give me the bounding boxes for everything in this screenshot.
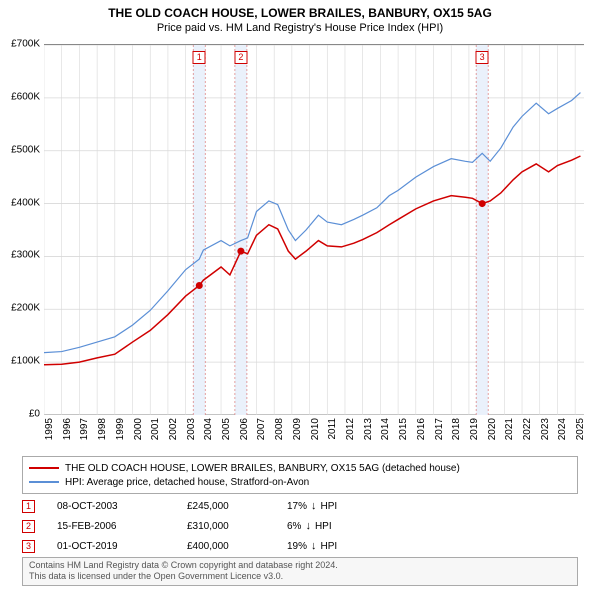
x-axis: 1995 1996 1997 1998 1999 2000 2001 2002 2003 2004…: [44, 416, 584, 456]
sale-diff: 17%↓HPI: [287, 500, 387, 512]
sale-date: 08-OCT-2003: [57, 501, 187, 512]
x-tick-label: 1996: [62, 418, 73, 440]
legend-item: HPI: Average price, detached house, Stra…: [29, 475, 571, 489]
x-tick-label: 1997: [79, 418, 90, 440]
chart-svg: [44, 45, 584, 415]
y-tick-label: £100K: [11, 356, 40, 367]
x-tick-label: 2023: [540, 418, 551, 440]
sale-marker-icon: 1: [22, 500, 35, 513]
sale-marker-2: 2: [234, 51, 247, 64]
sale-price: £245,000: [187, 501, 287, 512]
sale-price: £310,000: [187, 521, 287, 532]
sale-marker-icon: 2: [22, 520, 35, 533]
x-tick-label: 2004: [203, 418, 214, 440]
sale-row: 3 01-OCT-2019£400,00019%↓HPI: [22, 536, 578, 556]
sale-date: 15-FEB-2006: [57, 521, 187, 532]
sale-date: 01-OCT-2019: [57, 541, 187, 552]
x-tick-label: 2008: [274, 418, 285, 440]
legend-swatch: [29, 481, 59, 483]
x-tick-label: 2009: [292, 418, 303, 440]
x-tick-label: 2001: [150, 418, 161, 440]
y-tick-label: £600K: [11, 91, 40, 102]
x-tick-label: 2003: [186, 418, 197, 440]
legend: THE OLD COACH HOUSE, LOWER BRAILES, BANB…: [22, 456, 578, 494]
x-tick-label: 2025: [575, 418, 586, 440]
chart-subtitle: Price paid vs. HM Land Registry's House …: [0, 20, 600, 38]
sale-price: £400,000: [187, 541, 287, 552]
footer-note: Contains HM Land Registry data © Crown c…: [22, 557, 578, 586]
legend-label: THE OLD COACH HOUSE, LOWER BRAILES, BANB…: [65, 463, 460, 474]
legend-item: THE OLD COACH HOUSE, LOWER BRAILES, BANB…: [29, 461, 571, 475]
x-tick-label: 1999: [115, 418, 126, 440]
x-tick-label: 2012: [345, 418, 356, 440]
x-tick-label: 2017: [434, 418, 445, 440]
x-tick-label: 2013: [363, 418, 374, 440]
y-tick-label: £300K: [11, 250, 40, 261]
footer-line1: Contains HM Land Registry data © Crown c…: [29, 560, 571, 572]
x-tick-label: 2010: [310, 418, 321, 440]
x-tick-label: 2018: [451, 418, 462, 440]
x-tick-label: 2002: [168, 418, 179, 440]
chart-title: THE OLD COACH HOUSE, LOWER BRAILES, BANB…: [0, 0, 600, 20]
x-tick-label: 2000: [133, 418, 144, 440]
x-tick-label: 2005: [221, 418, 232, 440]
x-tick-label: 2014: [380, 418, 391, 440]
x-tick-label: 1998: [97, 418, 108, 440]
legend-swatch: [29, 467, 59, 469]
x-tick-label: 2011: [327, 418, 338, 440]
x-tick-label: 2019: [469, 418, 480, 440]
legend-label: HPI: Average price, detached house, Stra…: [65, 477, 309, 488]
x-tick-label: 2022: [522, 418, 533, 440]
y-tick-label: £0: [29, 409, 40, 420]
down-arrow-icon: ↓: [305, 520, 311, 532]
x-tick-label: 1995: [44, 418, 55, 440]
x-tick-label: 2016: [416, 418, 427, 440]
sale-row: 2 15-FEB-2006£310,0006%↓HPI: [22, 516, 578, 536]
x-tick-label: 2020: [487, 418, 498, 440]
down-arrow-icon: ↓: [311, 540, 317, 552]
y-tick-label: £700K: [11, 39, 40, 50]
sale-marker-1: 1: [193, 51, 206, 64]
sale-diff: 6%↓HPI: [287, 520, 387, 532]
x-tick-label: 2021: [504, 418, 515, 440]
x-tick-label: 2024: [557, 418, 568, 440]
down-arrow-icon: ↓: [311, 500, 317, 512]
sale-diff: 19%↓HPI: [287, 540, 387, 552]
plot-area: 1 2 3: [44, 44, 584, 414]
y-axis: £0£100K£200K£300K£400K£500K£600K£700K: [0, 44, 42, 414]
y-tick-label: £500K: [11, 144, 40, 155]
footer-line2: This data is licensed under the Open Gov…: [29, 571, 571, 583]
sale-row: 1 08-OCT-2003£245,00017%↓HPI: [22, 496, 578, 516]
y-tick-label: £400K: [11, 197, 40, 208]
y-tick-label: £200K: [11, 303, 40, 314]
x-tick-label: 2007: [256, 418, 267, 440]
sale-marker-icon: 3: [22, 540, 35, 553]
sales-table: 1 08-OCT-2003£245,00017%↓HPI 2 15-FEB-2006£…: [22, 496, 578, 556]
chart-container: THE OLD COACH HOUSE, LOWER BRAILES, BANB…: [0, 0, 600, 590]
x-tick-label: 2015: [398, 418, 409, 440]
x-tick-label: 2006: [239, 418, 250, 440]
sale-marker-3: 3: [476, 51, 489, 64]
